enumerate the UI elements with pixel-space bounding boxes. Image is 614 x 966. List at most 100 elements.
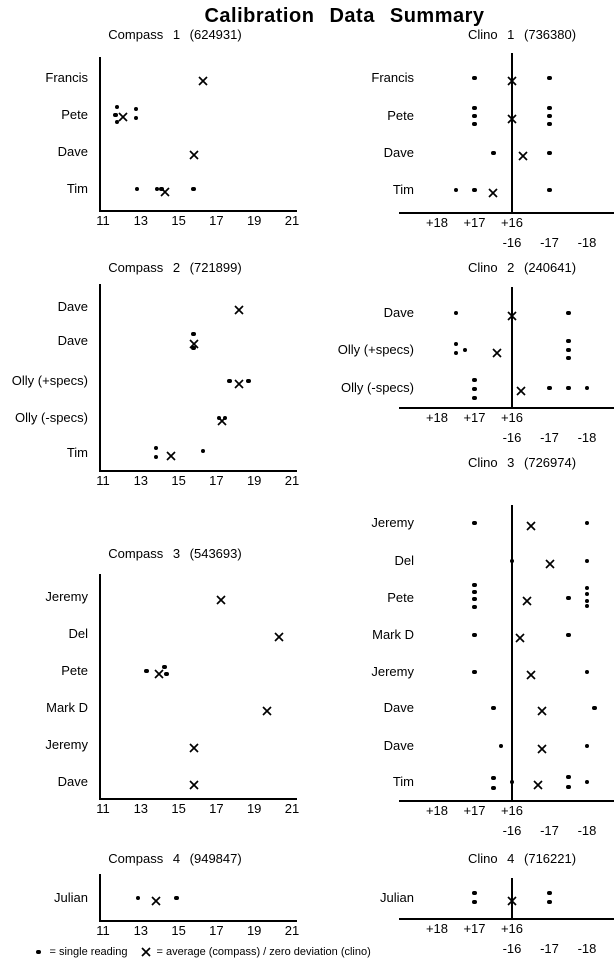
x-tick-label: -18: [577, 235, 597, 250]
dot-marker: [164, 671, 169, 677]
dot-marker: [566, 774, 571, 780]
cross-marker: [217, 413, 227, 426]
chart-title: Compass 1 (624931): [108, 27, 242, 42]
x-tick-label: 17: [209, 213, 224, 228]
row-label: Dave: [57, 774, 88, 789]
legend-cross-label: = average (compass) / zero deviation (cl…: [156, 946, 371, 958]
x-axis-line: [99, 210, 297, 212]
zero-deviation-line: [511, 287, 513, 407]
dot-marker: [566, 347, 571, 353]
x-tick-label: -17: [540, 823, 559, 838]
x-tick-label: +16: [500, 410, 524, 425]
x-tick-label: 13: [133, 923, 149, 938]
x-axis-line: [99, 798, 297, 800]
x-tick-label: 17: [209, 801, 224, 816]
dot-marker: [453, 341, 458, 347]
zero-deviation-line: [511, 878, 513, 918]
row-label: Pete: [61, 107, 88, 122]
row-label: Julian: [54, 890, 88, 905]
x-axis-line: [399, 407, 614, 409]
dot-marker: [472, 899, 477, 905]
x-tick-label: +18: [425, 215, 449, 230]
dot-marker: [472, 113, 477, 119]
cross-marker: [488, 185, 498, 198]
row-label: Francis: [371, 70, 414, 85]
x-tick-label: +16: [500, 803, 524, 818]
dot-marker: [153, 445, 159, 451]
cross-marker: [189, 777, 199, 790]
row-label: Tim: [392, 774, 414, 789]
dot-marker: [191, 345, 196, 351]
row-label: Jeremy: [371, 515, 414, 530]
row-label: Dave: [57, 144, 88, 159]
y-axis-line: [99, 574, 101, 798]
x-tick-label: 21: [284, 923, 300, 938]
row-label: Mark D: [372, 627, 414, 642]
single-reading-dot-icon: [36, 949, 41, 955]
row-label: Tim: [392, 182, 414, 197]
dot-marker: [133, 106, 139, 112]
x-tick-label: 13: [133, 801, 149, 816]
dot-marker: [547, 121, 552, 127]
x-tick-label: 13: [133, 473, 149, 488]
x-tick-label: +16: [500, 215, 524, 230]
row-label: Tim: [66, 445, 88, 460]
x-tick-label: 21: [284, 473, 300, 488]
row-label: Tim: [66, 181, 88, 196]
x-tick-label: 11: [96, 801, 110, 816]
dot-marker: [566, 338, 571, 344]
row-label: Olly (-specs): [15, 410, 88, 425]
row-label: Pete: [61, 663, 88, 678]
dot-marker: [491, 150, 496, 156]
dot-marker: [113, 112, 118, 118]
x-tick-label: +17: [463, 215, 486, 230]
chart-title: Clino 2 (240641): [467, 260, 577, 275]
x-tick-label: 15: [171, 923, 186, 938]
dot-marker: [584, 385, 590, 391]
dot-marker: [472, 377, 477, 383]
row-label: Francis: [45, 70, 88, 85]
zero-deviation-line: [511, 53, 513, 212]
x-tick-label: +17: [463, 803, 486, 818]
row-label: Pete: [387, 590, 414, 605]
chart-title: Clino 3 (726974): [467, 455, 577, 470]
dot-marker: [162, 664, 167, 670]
cross-marker: [189, 740, 199, 753]
dot-marker: [246, 378, 251, 384]
x-tick-label: 19: [246, 923, 262, 938]
dot-marker: [191, 186, 196, 192]
dot-marker: [191, 331, 196, 337]
dot-marker: [547, 890, 552, 896]
cross-marker: [166, 448, 176, 461]
cross-marker: [234, 302, 244, 315]
x-tick-label: -17: [540, 235, 559, 250]
x-tick-label: 11: [96, 213, 110, 228]
x-tick-label: -16: [502, 235, 522, 250]
x-tick-label: -18: [577, 430, 597, 445]
dot-marker: [547, 385, 552, 391]
dot-marker: [584, 669, 590, 675]
dot-marker: [566, 355, 571, 361]
cross-marker: [526, 667, 536, 680]
cross-marker: [544, 556, 555, 569]
dot-marker: [592, 705, 597, 711]
cross-marker: [234, 376, 244, 389]
dot-marker: [498, 743, 503, 749]
x-tick-label: -17: [540, 430, 559, 445]
x-tick-label: +18: [425, 410, 449, 425]
cross-marker: [492, 345, 502, 358]
cross-marker: [522, 593, 532, 606]
dot-marker: [566, 310, 571, 316]
cross-marker: [189, 336, 199, 349]
dot-marker: [472, 105, 477, 111]
dot-marker: [547, 113, 552, 119]
cross-marker: [507, 111, 517, 124]
x-tick-label: -17: [540, 941, 559, 956]
cross-marker: [118, 109, 128, 122]
row-label: Jeremy: [371, 664, 414, 679]
x-tick-label: +17: [463, 921, 486, 936]
x-axis-line: [99, 920, 297, 922]
page-title: Calibration Data Summary: [204, 5, 485, 27]
x-tick-label: 15: [171, 213, 186, 228]
